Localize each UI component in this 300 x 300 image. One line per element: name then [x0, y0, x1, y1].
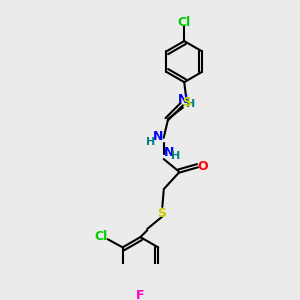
- Text: N: N: [164, 146, 174, 159]
- Text: Cl: Cl: [95, 230, 108, 244]
- Text: Cl: Cl: [178, 16, 191, 29]
- Text: S: S: [182, 96, 191, 109]
- Text: S: S: [157, 206, 166, 220]
- Text: N: N: [178, 93, 188, 106]
- Text: O: O: [197, 160, 208, 173]
- Text: F: F: [136, 290, 145, 300]
- Text: H: H: [186, 99, 195, 109]
- Text: H: H: [146, 137, 156, 147]
- Text: H: H: [171, 151, 180, 161]
- Text: N: N: [152, 130, 163, 143]
